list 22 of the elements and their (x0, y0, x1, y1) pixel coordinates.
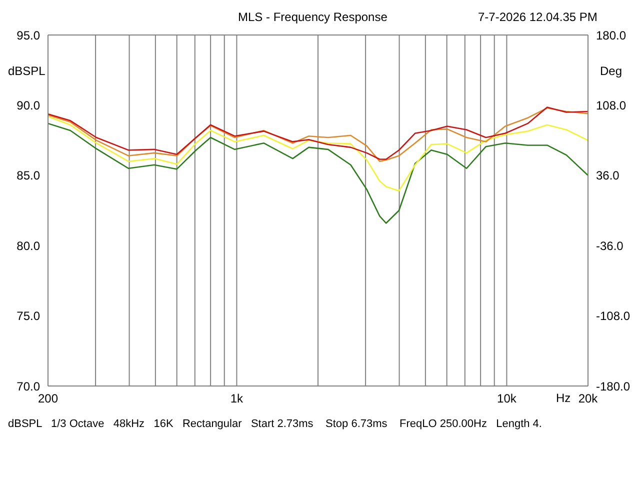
text: dBSPL 1/3 Octave 48kHz 16K Rectangular Start 2.73ms Stop 6.73ms FreqLO 250.00Hz Length 4. (8, 418, 542, 430)
y-tick-label: 70.0 (16, 379, 40, 394)
y-axis-title: dBSPL (8, 64, 46, 78)
y2-tick-label: -108.0 (596, 309, 630, 324)
x-tick-label: 20k (578, 392, 599, 406)
y-tick-label: 80.0 (16, 238, 40, 253)
x-tick-label: 200 (38, 392, 58, 406)
y-tick-label: 90.0 (16, 98, 40, 112)
chart-title: MLS - Frequency Response (238, 10, 388, 24)
text: 7-7-2026 12.04.35 PM (478, 10, 598, 24)
y-tick-label: 95.0 (16, 28, 40, 42)
y2-tick-label: 108.0 (596, 98, 626, 112)
y2-tick-label: -180.0 (596, 379, 630, 394)
y2-tick-label: 36.0 (596, 168, 620, 183)
y2-tick-label: 180.0 (596, 28, 626, 42)
y-tick-label: 85.0 (16, 168, 40, 183)
y2-tick-label: -36.0 (596, 238, 624, 253)
y2-axis-title: Deg (600, 64, 622, 78)
x-tick-label: 10k (497, 392, 518, 406)
y-tick-label: 75.0 (16, 309, 40, 324)
x-tick-label: 1k (230, 392, 244, 406)
x-axis-title: Hz (556, 391, 571, 405)
